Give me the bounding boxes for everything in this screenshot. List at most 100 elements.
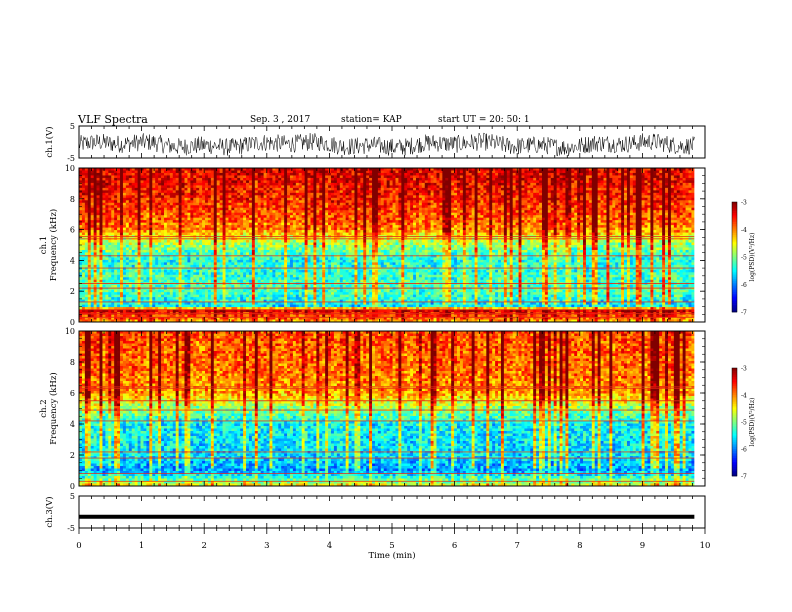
ch1-spectrogram-cell [504,218,507,221]
ch1-spectrogram-cell [375,193,378,196]
ch1-spectrogram-cell [255,193,258,196]
ch1-spectrogram-cell [269,210,272,213]
ch1-spectrogram-cell [214,220,217,223]
ch1-spectrogram-cell [513,220,516,223]
ch1-spectrogram-cell [269,195,272,198]
ch1-spectrogram-cell [284,173,287,176]
ch1-spectrogram-cell [416,173,419,176]
ch1-spectrogram-cell [498,213,501,216]
ch1-spectrogram-cell [469,220,472,223]
ch1-spectrogram-cell [519,200,522,203]
ch1-spectrogram-cell [155,203,158,206]
ch1-spectrogram-cell [123,205,126,208]
ch1-spectrogram-cell [143,225,146,228]
ch1-spectrogram-cell [173,205,176,208]
ch1-spectrogram-cell [208,175,211,178]
ch1-spectrogram-cell [647,218,650,221]
ch1-spectrogram-cell [155,215,158,218]
ch1-spectrogram-cell [454,193,457,196]
ch1-spectrogram-cell [111,188,114,191]
ch1-spectrogram-cell [425,223,428,226]
ch1-spectrogram-cell [100,225,103,228]
ch1-spectrogram-cell [316,183,319,186]
ch1-spectrogram-cell [369,170,372,173]
ch1-spectrogram-cell [117,183,120,186]
ch1-spectrogram-cell [560,180,563,183]
ch1-spectrogram-cell [592,193,595,196]
ch1-spectrogram-cell [357,208,360,211]
ch1-spectrogram-cell [395,210,398,213]
ch1-spectrogram-cell [310,175,313,178]
ch1-spectrogram-cell [126,178,129,181]
ch1-spectrogram-cell [267,208,270,211]
ch1-spectrogram-cell [343,180,346,183]
ch1-spectrogram-cell [645,188,648,191]
ch1-spectrogram-cell [164,208,167,211]
ch1-spectrogram-cell [404,185,407,188]
ch1-spectrogram-cell [542,205,545,208]
ch1-spectrogram-cell [527,223,530,226]
ch1-spectrogram-cell [340,203,343,206]
ch1-spectrogram-cell [261,205,264,208]
ch1-spectrogram-cell [568,213,571,216]
ch1-spectrogram-cell [363,188,366,191]
ch1-spectrogram-cell [527,195,530,198]
ch1-spectrogram-cell [554,175,557,178]
ch1-spectrogram-cell [665,185,668,188]
ch1-spectrogram-cell [469,210,472,213]
ch1-spectrogram-cell [173,220,176,223]
ch1-spectrogram-cell [193,218,196,221]
ch1-spectrogram-cell [563,193,566,196]
ch1-spectrogram-cell [129,218,132,221]
ch1-spectrogram-cell [211,225,214,228]
ch1-spectrogram-cell [533,210,536,213]
ch1-spectrogram-cell [264,190,267,193]
ch1-spectrogram-cell [416,223,419,226]
ch1-spectrogram-cell [85,175,88,178]
ch1-spectrogram-cell [407,210,410,213]
ch1-spectrogram-cell [645,198,648,201]
ch1-spectrogram-cell [606,208,609,211]
ch1-spectrogram-cell [360,220,363,223]
ch1-spectrogram-cell [135,198,138,201]
ch1-spectrogram-cell [328,210,331,213]
ch1-spectrogram-cell [97,203,100,206]
ch1-spectrogram-cell [565,188,568,191]
ch1-spectrogram-cell [577,200,580,203]
ch1-spectrogram-cell [563,213,566,216]
ch1-spectrogram-cell [568,205,571,208]
ch1-spectrogram-cell [246,173,249,176]
ch1-spectrogram-cell [398,208,401,211]
ch1-spectrogram-cell [100,200,103,203]
ch1-spectrogram-cell [442,220,445,223]
ch1-spectrogram-cell [665,180,668,183]
ch1-spectrogram-cell [310,170,313,173]
ch1-spectrogram-cell [454,210,457,213]
ch1-spectrogram-cell [281,185,284,188]
ch1-spectrogram-cell [668,185,671,188]
ch1-spectrogram-cell [489,193,492,196]
ch1-spectrogram-cell [507,215,510,218]
ch1-spectrogram-cell [114,218,117,221]
ch1-spectrogram-cell [410,195,413,198]
ch1-spectrogram-cell [395,170,398,173]
ch1-spectrogram-cell [419,213,422,216]
ch1-spectrogram-cell [302,218,305,221]
ch1-spectrogram-cell [384,210,387,213]
ch1-spectrogram-cell [375,223,378,226]
ch1-spectrogram-cell [302,213,305,216]
ch1-spectrogram-cell [220,200,223,203]
ch1-spectrogram-cell [387,218,390,221]
ch1-spectrogram-cell [606,193,609,196]
ch1-spectrogram-cell [252,203,255,206]
ch1-spectrogram-cell [375,198,378,201]
ch1-spectrogram-cell [269,220,272,223]
ch1-spectrogram-cell [574,173,577,176]
ch1-spectrogram-cell [574,200,577,203]
ch1-spectrogram-cell [448,213,451,216]
ch1-spectrogram-cell [381,190,384,193]
ch1-spectrogram-cell [182,193,185,196]
ch1-spectrogram-cell [683,190,686,193]
ch1-spectrogram-cell [604,188,607,191]
ch1-spectrogram-cell [548,170,551,173]
